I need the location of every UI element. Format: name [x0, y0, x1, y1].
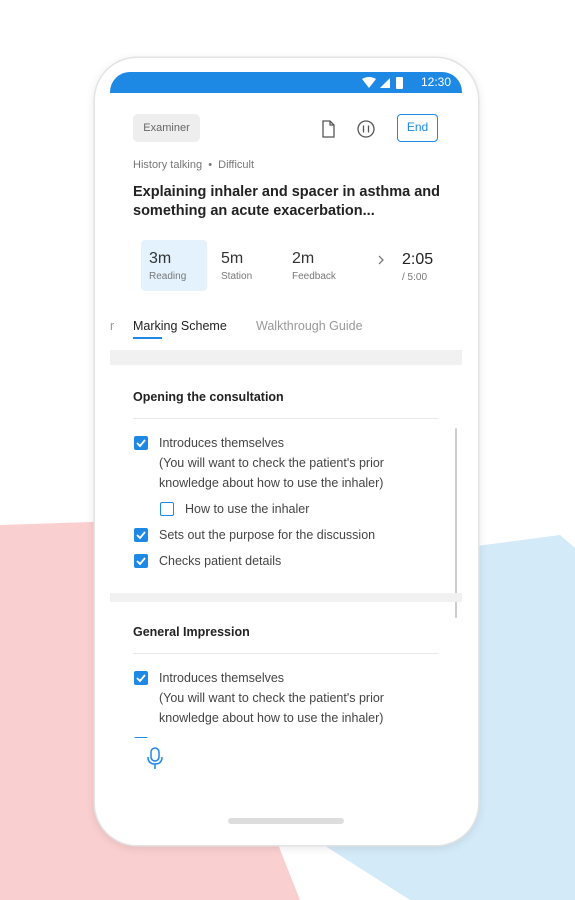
tab[interactable]: Walkthrough Guide [256, 319, 363, 333]
check [136, 531, 146, 540]
checklist-item[interactable]: Sets out the purpose for the discussion [133, 525, 438, 545]
tab[interactable]: Marking Scheme [133, 319, 227, 333]
item-label: How to use the inhaler [185, 502, 310, 516]
checklist-item[interactable]: How to use the inhaler [159, 499, 438, 519]
tab-underline [133, 337, 162, 339]
chevron[interactable] [376, 253, 386, 267]
item-note: (You will want to check the patient's pr… [159, 456, 384, 490]
timer[interactable]: 2m Feedback [284, 240, 350, 291]
role-chip[interactable]: Examiner [133, 114, 200, 142]
pause-icon[interactable] [357, 120, 375, 138]
spacer [133, 419, 438, 427]
item-label: Introduces themselves [159, 436, 285, 450]
category: History talking [133, 159, 203, 171]
timer-value: 3m [149, 250, 172, 267]
difficulty: Difficult [218, 159, 255, 171]
clock: 2:05 / 5:00 [402, 251, 433, 283]
divider [110, 593, 462, 602]
divider [110, 350, 462, 365]
scrollbar [455, 428, 457, 618]
timer-label: Station [221, 271, 253, 282]
timer[interactable]: 3m Reading [141, 240, 207, 291]
phone-frame: 12:30 Examiner End History talking • Dif… [95, 58, 478, 845]
meta: History talking • Difficult [133, 159, 255, 171]
status-icons [362, 77, 403, 89]
section-heading: Opening the consultation [133, 390, 438, 419]
item-label: Checks patient details [159, 554, 282, 568]
clock-total: / 5:00 [402, 272, 428, 283]
tab-partial: r [110, 319, 115, 333]
status-bar: 12:30 [110, 72, 462, 93]
mic-icon[interactable] [145, 746, 165, 772]
checkbox[interactable] [160, 502, 174, 516]
timer-label: Feedback [292, 271, 336, 282]
checkbox[interactable] [134, 436, 148, 450]
item-label: Sets out the purpose for the discussion [159, 528, 376, 542]
checkbox[interactable] [134, 528, 148, 542]
screen: 12:30 Examiner End History talking • Dif… [110, 72, 462, 796]
item-note: (You will want to check the patient's pr… [159, 691, 384, 725]
timer-value: 2m [292, 250, 315, 267]
checklist-item[interactable]: Introduces themselves (You will want to c… [133, 668, 438, 728]
checklist-item[interactable]: Checks patient details [133, 551, 438, 571]
spacer [133, 654, 438, 662]
station-title: Explaining inhaler and spacer in asthma … [133, 184, 440, 219]
header-icons [322, 120, 375, 138]
section: Opening the consultation Introduces thems… [133, 390, 438, 571]
item-label: Introduces themselves [159, 671, 285, 685]
status-time: 12:30 [421, 75, 452, 89]
section-heading: General Impression [133, 625, 438, 654]
checkbox[interactable] [134, 671, 148, 685]
check [136, 439, 146, 448]
home-indicator [228, 818, 344, 824]
bottom-bar [110, 738, 462, 796]
checklist-item[interactable]: Introduces themselves (You will want to c… [133, 433, 438, 519]
checkbox[interactable] [134, 554, 148, 568]
check [136, 674, 146, 683]
document-icon[interactable] [322, 120, 335, 138]
timer[interactable]: 5m Station [213, 240, 279, 291]
end-button[interactable]: End [397, 114, 438, 142]
content: Examiner End History talking • Difficult… [110, 93, 462, 778]
timer-label: Reading [149, 271, 187, 282]
clock-elapsed: 2:05 [402, 251, 434, 268]
section: General Impression Introduces themselves (… [133, 625, 438, 754]
timer-value: 5m [221, 250, 244, 267]
check [136, 557, 146, 566]
